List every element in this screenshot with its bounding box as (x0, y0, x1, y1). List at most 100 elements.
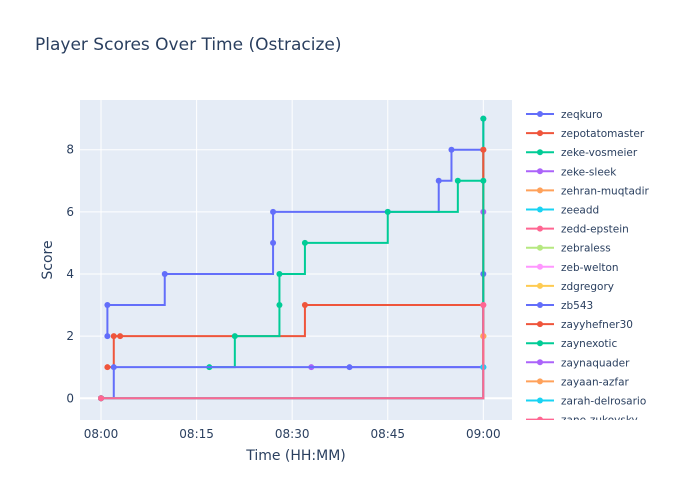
plot-area (80, 100, 512, 420)
data-point[interactable] (231, 333, 238, 340)
legend-item[interactable]: zeke-sleek (526, 166, 617, 178)
legend-label: zeb-welton (561, 262, 619, 274)
data-point[interactable] (117, 333, 124, 340)
data-point[interactable] (270, 208, 277, 215)
y-tick-label: 0 (66, 391, 74, 405)
legend-swatch-marker (537, 263, 543, 270)
data-point[interactable] (435, 177, 442, 184)
legend-swatch-marker (537, 340, 543, 347)
y-tick-label: 6 (66, 205, 74, 219)
data-point[interactable] (301, 239, 308, 246)
data-point[interactable] (276, 302, 283, 309)
legend-item[interactable]: zayyhefner30 (526, 319, 633, 331)
data-point[interactable] (276, 270, 283, 277)
legend-item[interactable]: zebraless (526, 243, 611, 255)
data-point[interactable] (454, 177, 461, 184)
series-zeke-vosmeier (206, 115, 487, 371)
x-tick-label: 08:45 (370, 427, 405, 441)
legend-label: zayyhefner30 (561, 319, 633, 331)
series-zane-zukovsky (98, 302, 487, 402)
legend-item[interactable]: zarah-delrosario (526, 396, 646, 408)
data-point[interactable] (480, 146, 487, 153)
legend-item[interactable]: zeqkuro (526, 109, 603, 121)
legend-item[interactable]: zehran-muqtadir (526, 185, 650, 197)
legend-item[interactable]: zeeadd (526, 205, 599, 217)
legend-swatch-marker (537, 225, 543, 232)
legend-swatch-marker (537, 130, 543, 137)
legend-item[interactable]: zdgregory (526, 281, 614, 293)
legend-item[interactable]: zane-zukovsky (526, 415, 638, 427)
legend-label: zarah-delrosario (561, 396, 646, 408)
x-tick-label: 08:00 (84, 427, 119, 441)
series-line (101, 305, 485, 400)
legend-label: zeeadd (561, 205, 599, 217)
legend[interactable]: zeqkuro zepotatomaster zeke-vosmeier zeke-s… (526, 109, 650, 427)
legend-label: zb543 (561, 300, 593, 312)
data-point[interactable] (98, 395, 105, 402)
legend-item[interactable]: zb543 (526, 300, 593, 312)
y-axis-title: Score (40, 240, 56, 279)
legend-swatch-marker (537, 378, 543, 385)
data-point[interactable] (448, 146, 455, 153)
legend-item[interactable]: zaynexotic (526, 338, 617, 350)
data-point[interactable] (480, 115, 487, 122)
legend-items: zeqkuro zepotatomaster zeke-vosmeier zeke-s… (526, 109, 650, 427)
legend-swatch-marker (537, 416, 543, 420)
legend-label: zepotatomaster (561, 128, 645, 140)
legend-item[interactable]: zeke-vosmeier (526, 147, 638, 159)
legend-label: zayaan-azfar (561, 376, 630, 388)
legend-swatch-marker (537, 397, 543, 404)
data-point[interactable] (104, 302, 111, 309)
legend-item[interactable]: zedd-epstein (526, 224, 629, 236)
data-point[interactable] (480, 177, 487, 184)
legend-swatch-marker (537, 206, 543, 213)
x-tick-label: 09:00 (466, 427, 501, 441)
legend-item[interactable]: zepotatomaster (526, 128, 645, 140)
legend-label: zaynaquader (561, 357, 630, 369)
legend-label: zane-zukovsky (561, 415, 638, 427)
legend-label: zeqkuro (561, 109, 603, 121)
tick-labels: 08:00 08:15 08:30 08:45 09:00 0 2 4 6 8 (66, 143, 500, 441)
y-tick-label: 8 (66, 143, 74, 157)
data-point[interactable] (384, 208, 391, 215)
legend-label: zebraless (561, 243, 611, 255)
legend-item[interactable]: zaynaquader (526, 357, 630, 369)
legend-label: zehran-muqtadir (561, 185, 650, 197)
x-tick-label: 08:15 (179, 427, 214, 441)
legend-swatch-marker (537, 282, 543, 289)
legend-label: zdgregory (561, 281, 614, 293)
x-tick-label: 08:30 (275, 427, 310, 441)
data-point[interactable] (346, 364, 353, 371)
legend-swatch-marker (537, 111, 543, 117)
y-tick-label: 4 (66, 267, 74, 281)
legend-swatch-marker (537, 187, 543, 194)
chart-title: Player Scores Over Time (Ostracize) (35, 35, 342, 55)
x-axis-title: Time (HH:MM) (245, 448, 346, 464)
data-point[interactable] (301, 302, 308, 309)
legend-item[interactable]: zeb-welton (526, 262, 619, 274)
y-tick-label: 2 (66, 329, 74, 343)
data-point[interactable] (110, 364, 117, 371)
legend-swatch-marker (537, 244, 543, 251)
data-point[interactable] (104, 333, 111, 340)
legend-item[interactable]: zayaan-azfar (526, 376, 630, 388)
data-point[interactable] (480, 302, 487, 309)
data-point[interactable] (104, 364, 111, 371)
series-line (107, 149, 485, 369)
legend-label: zeke-sleek (561, 166, 617, 178)
legend-swatch-marker (537, 302, 543, 308)
legend-label: zedd-epstein (561, 224, 629, 236)
data-point[interactable] (110, 333, 117, 340)
data-point[interactable] (270, 239, 277, 246)
series-line (209, 118, 485, 369)
data-point[interactable] (161, 270, 168, 277)
legend-swatch-marker (537, 359, 543, 366)
legend-label: zaynexotic (561, 338, 617, 350)
legend-swatch-marker (537, 321, 543, 328)
legend-label: zeke-vosmeier (561, 147, 638, 159)
legend-swatch-marker (537, 168, 543, 175)
series-layer (98, 115, 487, 402)
series-line (106, 118, 485, 337)
